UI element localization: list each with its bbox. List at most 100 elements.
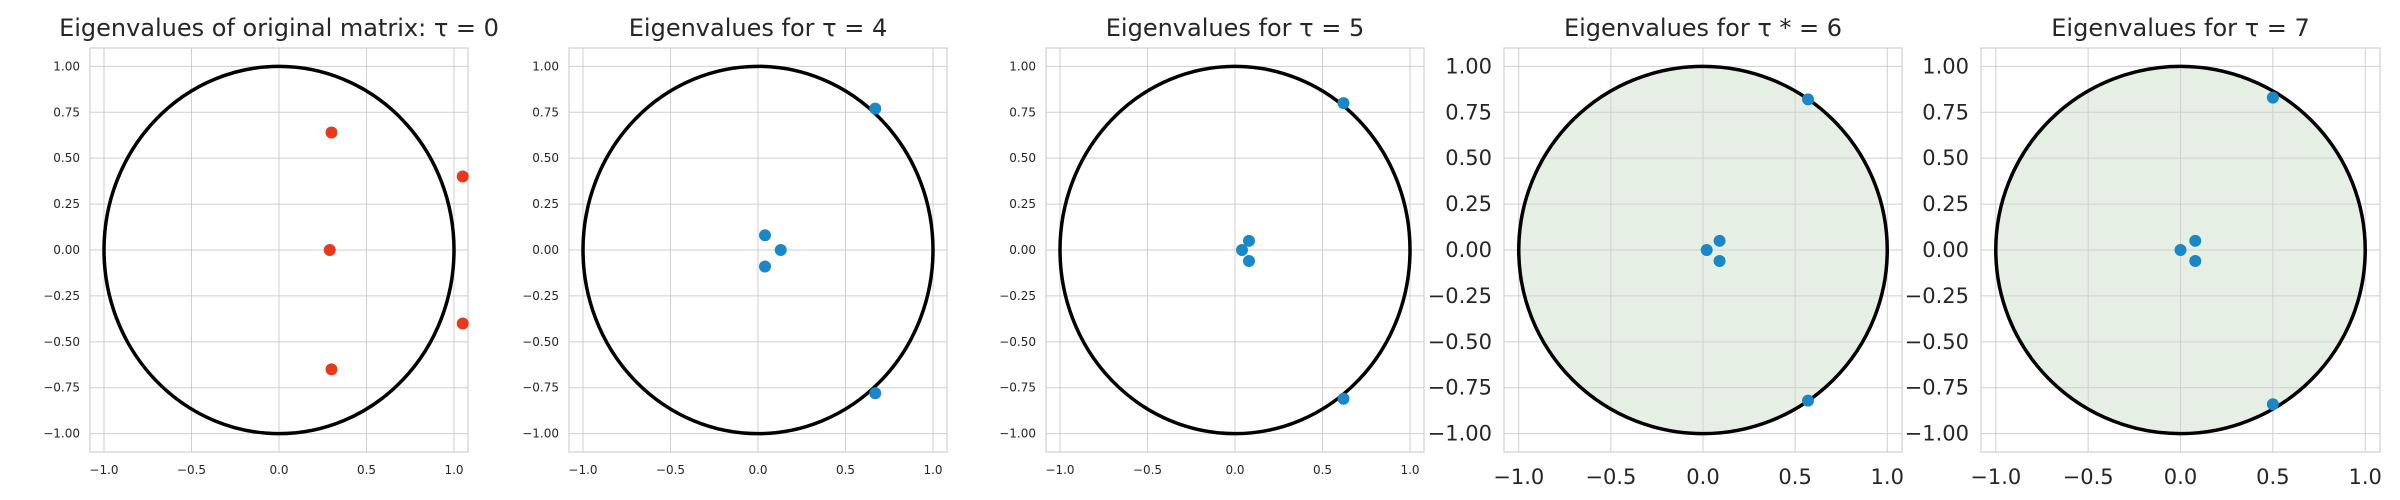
y-tick-label: 0.25 [532,197,559,211]
x-tick-label: 1.0 [2349,465,2382,489]
unit-circle [1516,64,1890,436]
x-tick-label: 0.5 [357,463,376,477]
y-tick-label: −1.00 [1428,422,1492,446]
eigenvalue-point [456,170,469,183]
subplot-5: −1.0 −0.5 0.0 0.5 1.0 1.00 0.75 0.50 0.25 0.00 −0.… [1905,14,2382,489]
x-tick-label: 0.5 [2256,465,2289,489]
y-tick-label: −0.75 [1428,376,1492,400]
x-tick-label: −0.5 [1133,463,1162,477]
y-tick-label: −0.25 [1428,284,1492,308]
x-tick-label: 0.0 [2164,465,2197,489]
y-tick-label: 0.50 [1445,146,1492,170]
y-tick-label: −0.50 [43,335,80,349]
x-tick-label: 0.5 [836,463,855,477]
y-tick-label: −0.75 [522,381,559,395]
eigenvalue-point [323,244,336,256]
eigenvalue-point [325,363,338,376]
axes-frame [1045,47,1425,453]
y-tick-label: 1.00 [1445,54,1492,78]
x-tick-label: −1.0 [1970,465,2021,489]
eigenvalue-point [2266,91,2279,104]
subplot-1: −1.0 −0.5 0.0 0.5 1.0 1.00 0.75 0.50 0.25 0.00 −0.… [43,14,499,477]
eigenvalue-point [1802,394,1815,407]
y-tick-label: −0.25 [999,289,1036,303]
x-tick-label: −1.0 [89,463,118,477]
eigenvalue-point [759,229,771,242]
x-tick-label: −1.0 [1493,465,1544,489]
eigenvalue-point [1243,255,1255,268]
eigenvalue-point [1700,244,1713,256]
y-tick-label: 0.50 [1922,146,1969,170]
eigenvalue-point [2189,255,2202,268]
x-tick-label: −1.0 [568,463,597,477]
chart-title: Eigenvalues for τ = 7 [2051,14,2309,42]
subplot-4: −1.0 −0.5 0.0 0.5 1.0 1.00 0.75 0.50 0.25 0.00 −0.… [1428,14,1904,489]
y-tick-label: 0.25 [1922,192,1969,216]
y-tick-label: 1.00 [53,59,80,73]
eigenvalue-point [869,102,882,115]
x-tick-label: 1.0 [923,463,942,477]
x-tick-label: −0.5 [1585,465,1636,489]
y-tick-label: 0.75 [1445,100,1492,124]
x-tick-label: 0.0 [1686,465,1719,489]
axes-frame [568,47,948,453]
y-tick-label: 0.50 [532,151,559,165]
x-tick-label: 0.0 [748,463,767,477]
eigenvalue-point [759,260,771,273]
axes-frame [89,47,469,453]
unit-circle [102,64,456,436]
y-tick-label: −1.00 [522,427,559,441]
unit-circle [581,64,935,436]
x-tick-label: 0.5 [1778,465,1811,489]
eigenvalue-point [2174,244,2187,256]
y-tick-label: 0.00 [1009,243,1036,257]
eigenvalue-point [1243,234,1255,247]
y-tick-label: −0.25 [522,289,559,303]
eigenvalue-point [325,126,338,139]
y-tick-label: −1.00 [43,427,80,441]
subplot-2: −1.0 −0.5 0.0 0.5 1.0 1.00 0.75 0.50 0.25 0.00 −0.… [522,14,948,477]
x-tick-label: −0.5 [2063,465,2114,489]
eigenvalue-point [1713,255,1726,268]
x-tick-label: −0.5 [656,463,685,477]
unit-circle [1994,64,2367,436]
y-tick-label: −0.25 [1905,284,1969,308]
x-tick-label: −0.5 [177,463,206,477]
y-tick-label: 0.25 [1009,197,1036,211]
eigenvalue-point [1713,234,1726,247]
eigenvalue-point [1337,97,1350,110]
x-tick-label: 1.0 [1871,465,1904,489]
eigenvalue-point [1337,392,1350,405]
eigenvalue-point [869,387,882,400]
x-tick-label: 1.0 [444,463,463,477]
y-tick-label: −0.50 [1428,330,1492,354]
chart-title: Eigenvalues for τ = 5 [1106,14,1364,42]
y-tick-label: −1.00 [999,427,1036,441]
y-tick-label: 0.75 [532,105,559,119]
y-tick-label: 1.00 [1922,54,1969,78]
y-tick-label: 0.50 [53,151,80,165]
y-tick-label: −0.50 [1905,330,1969,354]
eigenvalue-point [1236,244,1248,256]
axes-frame [1503,47,1903,453]
y-tick-label: −1.00 [1905,422,1969,446]
x-tick-label: 0.0 [1225,463,1244,477]
y-tick-label: 0.00 [532,243,559,257]
x-tick-label: −1.0 [1045,463,1074,477]
chart-title: Eigenvalues of original matrix: τ = 0 [59,14,499,42]
axes-frame [1980,47,2381,453]
y-tick-label: 0.00 [1445,238,1492,262]
y-tick-label: −0.50 [522,335,559,349]
unit-circle [1058,64,1412,436]
y-tick-label: 0.25 [53,197,80,211]
y-tick-label: −0.75 [43,381,80,395]
x-tick-label: 1.0 [1400,463,1419,477]
y-tick-label: 0.75 [1009,105,1036,119]
y-tick-label: 0.00 [53,243,80,257]
y-tick-label: 0.75 [1922,100,1969,124]
y-tick-label: 0.25 [1445,192,1492,216]
y-tick-label: −0.75 [999,381,1036,395]
y-tick-label: −0.50 [999,335,1036,349]
y-tick-label: 0.75 [53,105,80,119]
eigenvalue-point [456,317,469,330]
